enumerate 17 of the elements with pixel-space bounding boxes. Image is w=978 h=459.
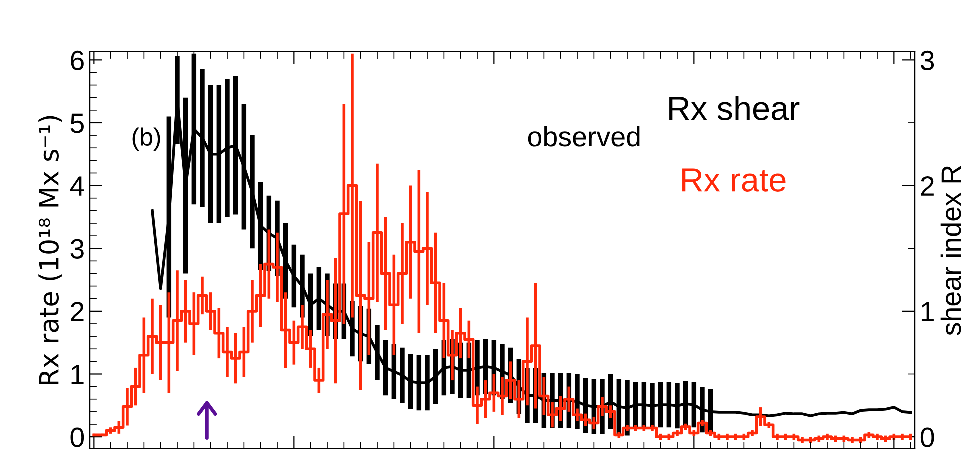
y2-tick-label: 2 — [921, 176, 934, 196]
y-tick-label: 1 — [72, 365, 84, 384]
y-tick-label: 6 — [71, 50, 84, 71]
y-axis-title: Rx rate (10¹⁸ Mx s⁻¹) — [38, 116, 62, 384]
y-tick-label: 0 — [70, 428, 84, 448]
y-tick-label: 2 — [71, 302, 84, 322]
text: Rx rate — [682, 168, 786, 192]
annotation: (b) — [132, 128, 160, 151]
y2-tick-label: 0 — [920, 428, 934, 448]
y2-axis-title: shear index R — [940, 166, 962, 336]
y-tick-label: 5 — [70, 114, 84, 134]
y-tick-label: 4 — [70, 176, 84, 196]
y2-tick-label: 3 — [920, 50, 934, 71]
legend-label: Rx shear — [670, 96, 800, 120]
y2-tick-label: 1 — [922, 302, 934, 322]
annotation: observed — [528, 126, 640, 147]
y-tick-label: 3 — [70, 239, 84, 259]
